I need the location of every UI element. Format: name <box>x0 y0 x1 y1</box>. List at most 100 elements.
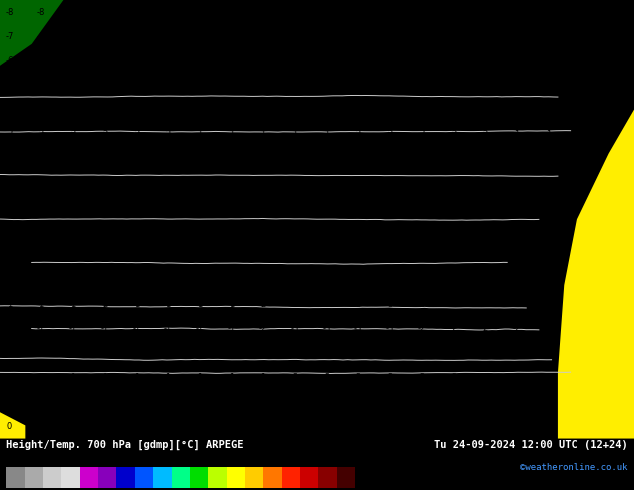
Text: -2: -2 <box>259 227 268 236</box>
Text: -5: -5 <box>68 32 77 41</box>
Text: -4: -4 <box>385 227 394 236</box>
Text: -1: -1 <box>195 349 204 358</box>
Text: -2: -2 <box>481 349 489 358</box>
Text: -2: -2 <box>354 32 363 41</box>
Text: -1: -1 <box>544 81 553 90</box>
Text: -1: -1 <box>544 227 553 236</box>
Text: -1: -1 <box>164 349 172 358</box>
Text: -1: -1 <box>227 397 236 407</box>
Text: -3: -3 <box>132 81 141 90</box>
Text: -3: -3 <box>385 251 394 260</box>
Text: -2: -2 <box>417 105 426 114</box>
Text: -3: -3 <box>68 105 77 114</box>
Text: -2: -2 <box>354 8 363 17</box>
Text: -1: -1 <box>195 300 204 309</box>
Text: -1: -1 <box>227 373 236 382</box>
Text: -1: -1 <box>481 56 489 65</box>
Text: -2: -2 <box>259 251 268 260</box>
Bar <box>135 467 153 488</box>
Text: -4: -4 <box>385 202 394 212</box>
Text: -1: -1 <box>227 227 236 236</box>
Text: -2: -2 <box>481 251 489 260</box>
Text: -3: -3 <box>290 300 299 309</box>
Text: -1: -1 <box>449 32 458 41</box>
Text: -2: -2 <box>68 227 77 236</box>
Text: 0: 0 <box>546 422 551 431</box>
Text: -3: -3 <box>290 276 299 285</box>
Text: -1: -1 <box>100 397 109 407</box>
Text: -2: -2 <box>385 105 394 114</box>
Text: -2: -2 <box>322 154 331 163</box>
Text: -3: -3 <box>100 178 109 187</box>
Text: -1: -1 <box>544 373 553 382</box>
Text: -2: -2 <box>417 324 426 333</box>
Text: -2: -2 <box>322 397 331 407</box>
Text: -2: -2 <box>227 32 236 41</box>
Text: -2: -2 <box>132 178 141 187</box>
Text: 0: 0 <box>70 422 75 431</box>
Bar <box>318 467 337 488</box>
Text: -1: -1 <box>164 154 172 163</box>
Text: -1: -1 <box>227 349 236 358</box>
Text: -1: -1 <box>164 202 172 212</box>
Text: -2: -2 <box>100 154 109 163</box>
Text: -3: -3 <box>354 178 363 187</box>
Text: -1: -1 <box>227 154 236 163</box>
Text: -1: -1 <box>37 276 46 285</box>
Text: -1: -1 <box>544 154 553 163</box>
Text: 0: 0 <box>609 81 614 90</box>
Text: -2: -2 <box>354 422 363 431</box>
Text: -2: -2 <box>132 105 141 114</box>
Text: -1: -1 <box>195 422 204 431</box>
Text: -3: -3 <box>100 227 109 236</box>
Text: -2: -2 <box>132 202 141 212</box>
Text: -2: -2 <box>259 32 268 41</box>
Text: -2: -2 <box>481 227 489 236</box>
Text: -2: -2 <box>385 373 394 382</box>
Text: -2: -2 <box>385 56 394 65</box>
Text: -1: -1 <box>544 56 553 65</box>
Text: -1: -1 <box>481 397 489 407</box>
Text: -1: -1 <box>417 397 426 407</box>
Text: -2: -2 <box>449 324 458 333</box>
Text: -3: -3 <box>5 129 14 139</box>
Text: -1: -1 <box>544 129 553 139</box>
Text: -2: -2 <box>195 178 204 187</box>
Text: -1: -1 <box>164 373 172 382</box>
Text: -2: -2 <box>164 129 172 139</box>
Text: -1: -1 <box>37 251 46 260</box>
Text: -2: -2 <box>385 32 394 41</box>
Text: -2: -2 <box>354 397 363 407</box>
Text: 0: 0 <box>609 8 614 17</box>
Text: -1: -1 <box>512 373 521 382</box>
Text: 0: 0 <box>7 397 12 407</box>
Text: -1: -1 <box>576 56 585 65</box>
Text: -1: -1 <box>576 32 585 41</box>
Text: -2: -2 <box>417 373 426 382</box>
Text: -3: -3 <box>100 56 109 65</box>
Text: -4: -4 <box>354 227 363 236</box>
Text: -2: -2 <box>417 81 426 90</box>
Text: -1: -1 <box>100 324 109 333</box>
Text: -2: -2 <box>354 56 363 65</box>
Text: -1: -1 <box>195 324 204 333</box>
Text: 0: 0 <box>292 105 297 114</box>
Text: -1: -1 <box>544 251 553 260</box>
Text: -3: -3 <box>322 251 331 260</box>
Text: -2: -2 <box>354 373 363 382</box>
Text: -2: -2 <box>385 81 394 90</box>
Text: -2: -2 <box>100 129 109 139</box>
Text: -2: -2 <box>322 8 331 17</box>
Text: -2: -2 <box>290 227 299 236</box>
Text: Height/Temp. 700 hPa [gdmp][°C] ARPEGE: Height/Temp. 700 hPa [gdmp][°C] ARPEGE <box>6 440 244 450</box>
Text: -1: -1 <box>164 227 172 236</box>
Text: -2: -2 <box>195 105 204 114</box>
Text: -2: -2 <box>449 276 458 285</box>
Text: -2: -2 <box>354 105 363 114</box>
Text: -1: -1 <box>259 422 268 431</box>
Text: -1: -1 <box>100 349 109 358</box>
Text: -8: -8 <box>37 8 46 17</box>
Text: -2: -2 <box>132 129 141 139</box>
Text: -1: -1 <box>417 56 426 65</box>
Text: ©weatheronline.co.uk: ©weatheronline.co.uk <box>520 463 628 472</box>
